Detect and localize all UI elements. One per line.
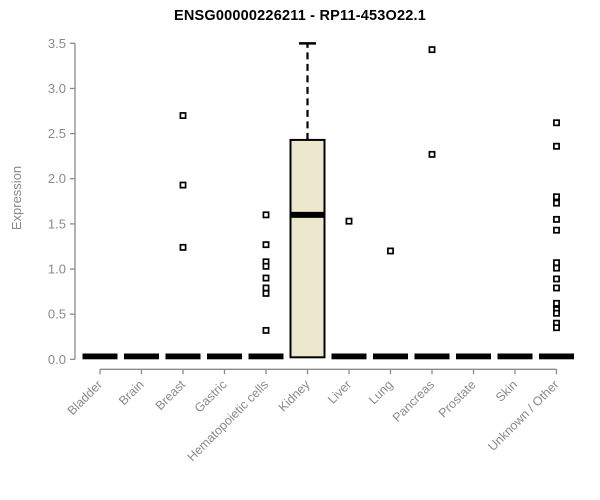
outlier-point <box>553 215 560 223</box>
x-tick-label: Pancreas <box>390 378 437 425</box>
zero-expression-bar <box>331 353 367 360</box>
outlier-point <box>262 274 270 282</box>
outlier-point <box>262 262 270 270</box>
zero-expression-bar <box>456 353 491 360</box>
outlier-point <box>553 259 560 267</box>
y-tick-label: 0.0 <box>48 352 66 367</box>
outlier-point <box>553 142 560 150</box>
zero-expression-bar <box>373 353 408 360</box>
zero-expression-bar <box>414 353 450 360</box>
outlier-point <box>387 247 394 255</box>
y-tick-label: 3.0 <box>48 81 66 96</box>
x-tick-label: Kidney <box>276 377 313 414</box>
x-tick-label: Prostate <box>436 377 479 420</box>
zero-expression-bar <box>539 353 574 360</box>
x-tick-label: Brain <box>116 377 147 408</box>
y-tick-label: 1.5 <box>48 216 66 231</box>
median-line <box>290 211 325 218</box>
outlier-point <box>553 193 560 201</box>
y-tick-label: 2.5 <box>48 126 66 141</box>
outlier-point <box>553 299 560 307</box>
outlier-point <box>262 241 270 249</box>
outlier-point <box>553 119 560 127</box>
outlier-point <box>262 211 270 219</box>
box <box>289 138 326 359</box>
outlier-point <box>262 284 270 292</box>
zero-expression-bar <box>248 353 284 360</box>
zero-expression-bar <box>497 353 533 360</box>
outlier-point <box>428 46 436 54</box>
x-tick-label: Liver <box>325 378 354 407</box>
outlier-point <box>553 199 560 207</box>
outlier-point <box>179 112 187 119</box>
x-tick-label: Bladder <box>65 378 105 418</box>
zero-expression-bar <box>124 353 159 360</box>
x-tick-label: Unknown / Other <box>485 378 561 454</box>
outlier-point <box>553 284 560 292</box>
zero-expression-bar <box>207 353 242 360</box>
outlier-point <box>553 324 560 332</box>
y-tick-label: 1.0 <box>48 262 66 277</box>
outlier-point <box>553 275 560 283</box>
x-tick-label: Lung <box>366 377 396 407</box>
outlier-point <box>345 217 353 225</box>
outlier-point <box>179 181 187 189</box>
outlier-point <box>179 243 187 251</box>
chart-title: ENSG00000226211 - RP11-453O22.1 <box>173 8 427 24</box>
outlier-point <box>553 264 560 272</box>
y-axis-title: Expression <box>9 165 24 231</box>
x-tick-label: Hematopoietic cells <box>185 378 272 465</box>
outlier-point <box>262 326 270 334</box>
y-tick-label: 0.5 <box>48 307 66 322</box>
y-tick-label: 3.5 <box>48 36 66 51</box>
outlier-point <box>262 289 270 297</box>
outlier-point <box>553 309 560 317</box>
zero-expression-bar <box>82 353 118 360</box>
outlier-point <box>428 150 436 158</box>
x-tick-label: Skin <box>493 377 520 404</box>
y-tick-label: 2.0 <box>48 171 66 186</box>
zero-expression-bar <box>165 353 201 360</box>
x-tick-label: Gastric <box>192 378 230 416</box>
x-tick-label: Breast <box>153 377 189 413</box>
outlier-point <box>553 226 560 234</box>
